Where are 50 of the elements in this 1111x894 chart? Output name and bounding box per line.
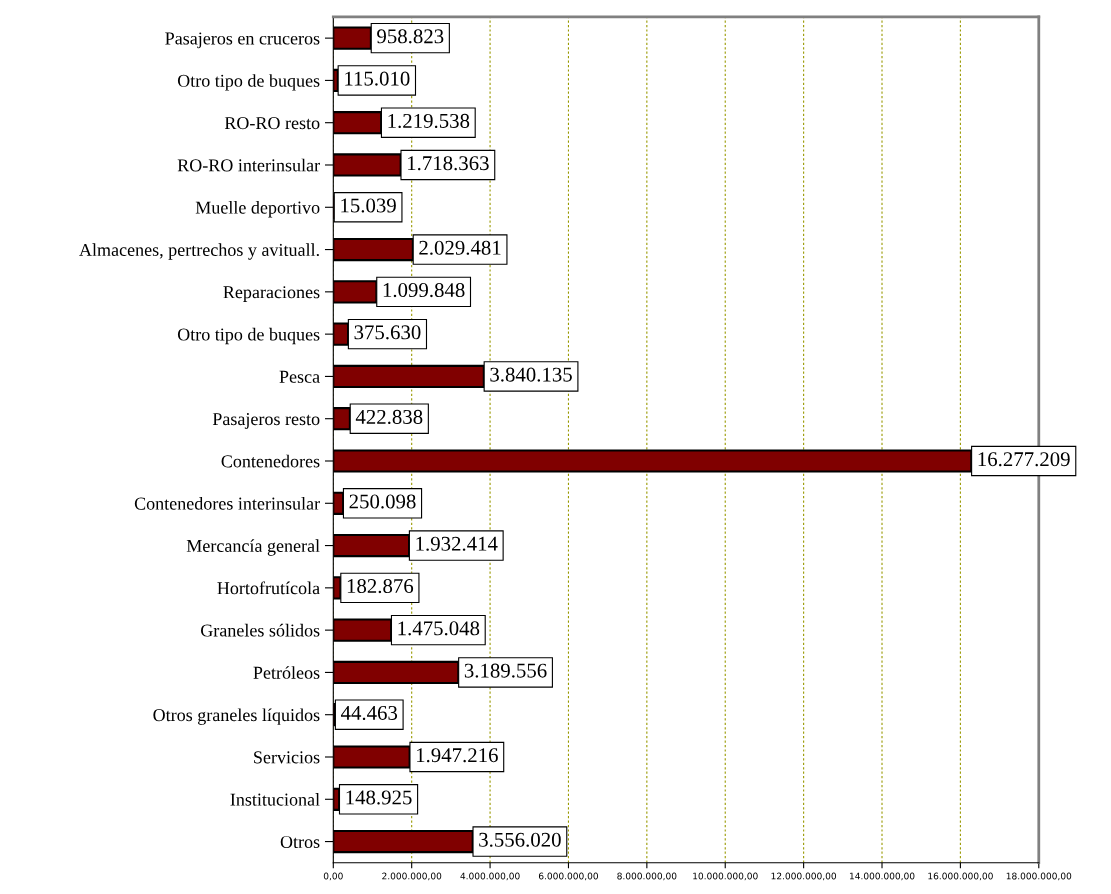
y-tick-label: Contenedores [221, 454, 320, 468]
x-tick-label: 6.000.000,00 [538, 872, 599, 881]
data-label: 422.838 [355, 409, 423, 425]
data-label: 3.840.135 [490, 367, 572, 382]
y-tick-label: Otro tipo de buques [177, 74, 320, 91]
y-tick-label: Contenedores interinsular [134, 497, 320, 510]
data-label: 15.039 [341, 198, 396, 213]
y-tick-label: Graneles sólidos [201, 623, 320, 637]
data-label: 1.475.048 [398, 621, 480, 636]
y-tick-label: Otro tipo de buques [177, 327, 320, 345]
data-label: 3.556.020 [479, 832, 561, 847]
y-tick-label: Almacenes, pertrechos y avituall. [79, 243, 319, 260]
x-tick-label: 18.000.000,00 [1006, 872, 1072, 881]
x-tick-label: 10.000.000,00 [693, 872, 758, 881]
data-label: 250.098 [349, 494, 416, 509]
y-tick-label: Institucional [230, 793, 320, 806]
data-label: 1.219.538 [388, 113, 470, 129]
y-tick-label: Servicios [254, 751, 320, 764]
y-tick-label: Muelle deportivo [195, 201, 320, 218]
x-tick-label: 14.000.000,00 [849, 872, 915, 881]
y-tick-label: Otros [280, 835, 320, 849]
x-tick-label: 16.000.000,00 [928, 872, 993, 881]
data-label: 44.463 [341, 705, 398, 721]
data-label: 1.099.848 [383, 283, 465, 298]
data-label: 148.925 [346, 790, 412, 805]
x-tick-label: 8.000.000,00 [617, 872, 677, 881]
data-label: 3.189.556 [464, 663, 547, 678]
y-tick-label: Pasajeros resto [212, 413, 320, 429]
x-tick-label: 12.000.000,00 [771, 872, 837, 881]
data-label: 1.947.216 [417, 748, 498, 763]
x-tick-label: 0,00 [323, 872, 343, 881]
data-label: 115.010 [345, 71, 410, 86]
data-label: 375.630 [354, 325, 421, 340]
x-tick-label: 2.000.000,00 [382, 872, 442, 881]
y-tick-label: RO-RO interinsular [177, 158, 320, 172]
data-label: 182.876 [347, 579, 414, 594]
y-tick-label: Mercancía general [186, 539, 320, 556]
x-tick-label: 4.000.000,00 [460, 872, 520, 881]
y-tick-label: RO-RO resto [224, 117, 320, 130]
data-label: 1.718.363 [408, 156, 489, 171]
y-tick-label: Hortofrutícola [217, 581, 320, 595]
y-tick-label: Pasajeros en cruceros [165, 32, 320, 49]
data-label: 1.932.414 [416, 536, 498, 551]
y-tick-label: Otros graneles líquidos [153, 708, 320, 725]
y-tick-label: Pesca [279, 370, 320, 383]
data-label: 958.823 [377, 29, 444, 44]
y-tick-label: Petróleos [253, 666, 320, 679]
data-label: 16.277.209 [978, 452, 1070, 467]
data-label: 2.029.481 [419, 240, 501, 255]
y-tick-label: Reparaciones [223, 286, 320, 302]
